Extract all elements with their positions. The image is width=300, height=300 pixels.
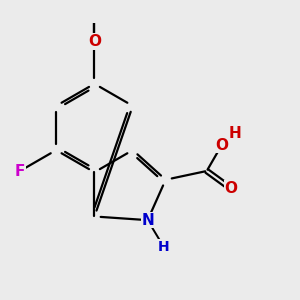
Text: O: O [88,34,101,49]
Text: O: O [224,181,237,196]
Text: H: H [229,126,241,141]
Text: O: O [215,138,228,153]
Text: N: N [141,213,154,228]
Text: F: F [15,164,25,178]
Text: H: H [158,240,170,254]
